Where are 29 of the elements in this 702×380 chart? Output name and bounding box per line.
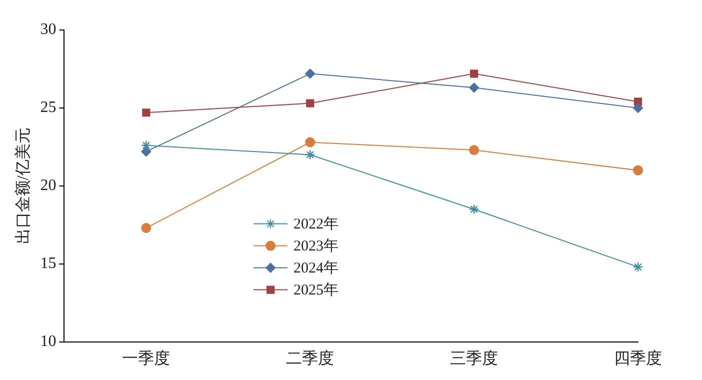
legend-label: 2022年 [294, 216, 339, 233]
point [305, 68, 316, 79]
point [633, 165, 643, 176]
x-tick-label: 一季度 [122, 350, 170, 368]
x-tick-label: 二季度 [286, 350, 334, 368]
x-tick-label: 四季度 [614, 350, 662, 368]
legend-label: 2023年 [294, 238, 339, 255]
y-tick-label: 15 [40, 255, 56, 272]
point [633, 102, 643, 113]
y-tick-label: 20 [40, 177, 56, 194]
point [142, 108, 150, 117]
point [468, 204, 480, 214]
point [141, 146, 152, 157]
point [141, 222, 152, 233]
legend-label: 2025年 [294, 282, 339, 299]
y-axis-title: 出口金额/亿美元 [14, 128, 32, 244]
point [141, 140, 152, 150]
point [470, 70, 478, 78]
point [306, 99, 314, 108]
x-tick-label: 三季度 [450, 350, 498, 368]
y-tick-label: 25 [40, 99, 56, 116]
y-tick-label: 30 [40, 21, 56, 38]
point [305, 150, 316, 160]
legend-label: 2024年 [294, 260, 339, 277]
point [469, 145, 480, 156]
y-tick-label: 10 [40, 333, 56, 350]
point [632, 262, 644, 272]
point [305, 137, 316, 148]
point [469, 82, 480, 93]
